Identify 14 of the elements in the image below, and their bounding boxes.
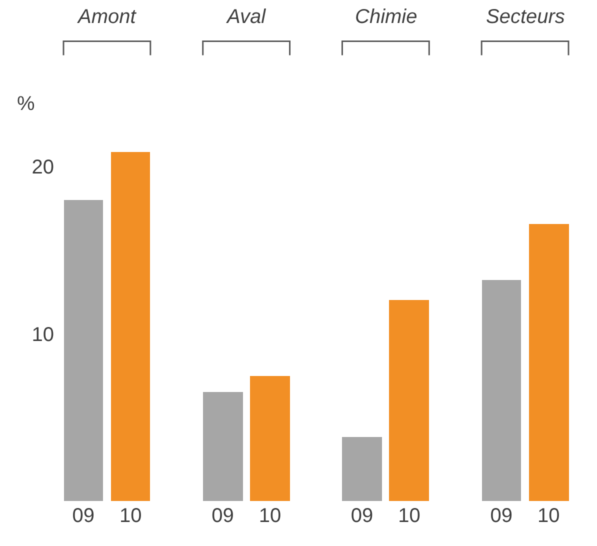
text: Aval <box>226 6 266 28</box>
x-tick-label: 10 <box>119 505 142 527</box>
x-tick-label: 10 <box>538 505 560 527</box>
y-tick-label: 20 <box>32 156 54 179</box>
x-tick-label: 09 <box>72 505 94 527</box>
x-tick-label: 09 <box>350 505 374 527</box>
x-tick-label: 09 <box>490 505 513 527</box>
text: Chimie <box>355 6 418 28</box>
text: Amont <box>77 6 138 28</box>
text: Secteurs <box>486 6 565 28</box>
x-tick-label: 09 <box>212 505 234 527</box>
x-tick-label: 10 <box>398 505 420 527</box>
x-tick-label: 10 <box>258 505 282 527</box>
y-axis-title: % <box>17 93 35 115</box>
